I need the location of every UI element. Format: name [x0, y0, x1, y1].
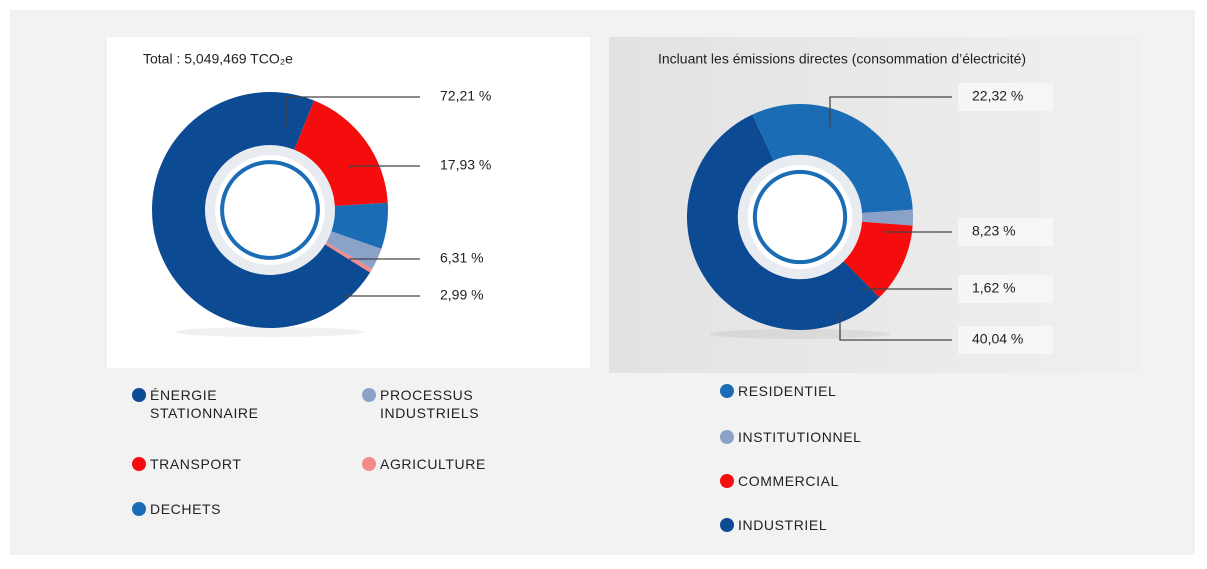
- leader-line: [349, 258, 420, 260]
- legend-swatch: [720, 384, 734, 398]
- legend-swatch: [362, 388, 376, 402]
- chart-title: Total : 5,049,469 TCO₂e: [143, 51, 293, 67]
- slice: [331, 202, 388, 249]
- legend-item: COMMERCIAL: [720, 472, 920, 490]
- leader-line: [349, 165, 420, 168]
- legend-swatch: [720, 474, 734, 488]
- legend-swatch: [132, 502, 146, 516]
- leader-line: [286, 96, 420, 127]
- legend-label: PROCESSUS INDUSTRIELS: [380, 387, 480, 421]
- data-label: 72,21 %: [440, 88, 491, 104]
- inner-ring: [752, 169, 848, 265]
- inner-ring: [220, 160, 320, 260]
- slice: [843, 221, 913, 298]
- slice: [861, 209, 913, 226]
- data-label: 40,04 %: [972, 331, 1023, 347]
- legend-item: PROCESSUS INDUSTRIELS: [362, 386, 502, 422]
- slice: [687, 114, 880, 330]
- legend-item: ÉNERGIE STATIONNAIRE: [132, 386, 272, 422]
- legend-label: INSTITUTIONNEL: [738, 429, 862, 445]
- leader-line: [829, 96, 952, 127]
- leader-line: [884, 231, 952, 233]
- slice: [752, 104, 913, 213]
- label-bg: [958, 275, 1053, 303]
- legend-swatch: [720, 430, 734, 444]
- legend-label: INDUSTRIEL: [738, 517, 828, 533]
- data-label: 6,31 %: [440, 250, 484, 266]
- label-bg: [426, 282, 521, 310]
- slice: [325, 242, 373, 273]
- data-label: 2,99 %: [440, 287, 484, 303]
- label-bg: [958, 326, 1053, 354]
- label-bg: [426, 245, 521, 273]
- label-bg: [426, 152, 521, 180]
- slice: [152, 92, 371, 329]
- label-bg: [958, 218, 1053, 246]
- legend-label: ÉNERGIE STATIONNAIRE: [150, 387, 259, 421]
- legend-item: TRANSPORT: [132, 455, 272, 473]
- leader-line: [344, 295, 420, 297]
- data-label: 22,32 %: [972, 88, 1023, 104]
- legend-label: AGRICULTURE: [380, 456, 486, 472]
- legend-label: TRANSPORT: [150, 456, 242, 472]
- legend-item: INDUSTRIEL: [720, 516, 920, 534]
- legend-item: AGRICULTURE: [362, 455, 502, 473]
- legend-item: DECHETS: [132, 500, 272, 518]
- chart-title: Incluant les émissions directes (consomm…: [658, 51, 1026, 67]
- data-label: 8,23 %: [972, 223, 1016, 239]
- legend-swatch: [362, 457, 376, 471]
- slice: [294, 100, 388, 207]
- data-label: 1,62 %: [972, 280, 1016, 296]
- legend-item: RESIDENTIEL: [720, 382, 920, 400]
- legend-label: RESIDENTIEL: [738, 383, 837, 399]
- legend-swatch: [720, 518, 734, 532]
- legend-label: DECHETS: [150, 501, 222, 517]
- leader-line: [839, 313, 952, 341]
- legend-swatch: [132, 457, 146, 471]
- shadow: [709, 329, 891, 339]
- legend-swatch: [132, 388, 146, 402]
- legend-label: COMMERCIAL: [738, 473, 839, 489]
- data-label: 17,93 %: [440, 157, 491, 173]
- label-bg: [426, 83, 521, 111]
- legend-item: INSTITUTIONNEL: [720, 428, 920, 446]
- shadow: [175, 327, 365, 337]
- label-bg: [958, 83, 1053, 111]
